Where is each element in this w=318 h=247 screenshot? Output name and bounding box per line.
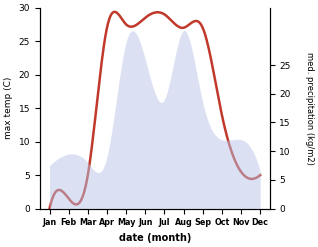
Y-axis label: med. precipitation (kg/m2): med. precipitation (kg/m2)	[305, 52, 314, 165]
Y-axis label: max temp (C): max temp (C)	[4, 77, 13, 139]
X-axis label: date (month): date (month)	[119, 233, 191, 243]
